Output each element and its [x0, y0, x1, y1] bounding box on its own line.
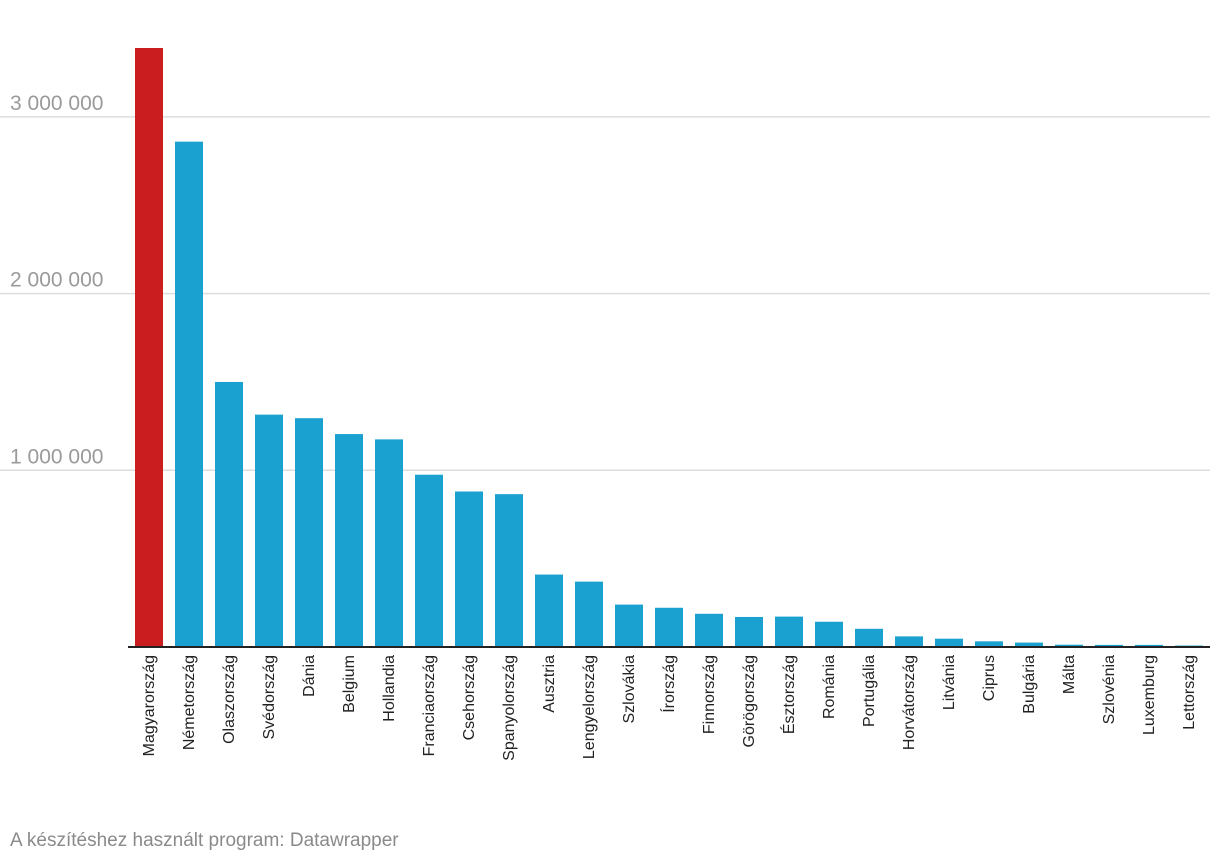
- bar-románia: [815, 621, 843, 647]
- y-tick-label: 2 000 000: [10, 269, 103, 292]
- y-axis-labels: 1 000 000 2 000 000 3 000 000: [10, 92, 103, 468]
- bar-lengyelország: [575, 581, 603, 647]
- x-tick-label: Románia: [821, 655, 838, 719]
- source-credit: A készítéshez használt program: Datawrap…: [10, 830, 399, 851]
- bar-magyarország: [135, 48, 163, 647]
- x-tick-label: Portugália: [861, 655, 878, 727]
- bar-észtország: [775, 616, 803, 647]
- bar-görögország: [735, 616, 763, 647]
- x-tick-label: Csehország: [461, 655, 478, 740]
- x-tick-label: Németország: [181, 655, 198, 750]
- x-tick-label: Szlovénia: [1101, 655, 1118, 724]
- x-tick-label: Svédország: [261, 655, 278, 740]
- bar-ausztria: [535, 574, 563, 647]
- x-tick-label: Észtország: [779, 655, 798, 734]
- y-tick-label: 1 000 000: [10, 445, 103, 468]
- bar-litvánia: [935, 638, 963, 647]
- bar-bulgária: [1015, 642, 1043, 647]
- x-tick-label: Horvátország: [901, 655, 918, 750]
- x-tick-label: Ausztria: [541, 655, 558, 713]
- bar-németország: [175, 141, 203, 647]
- x-tick-label: Lettország: [1181, 655, 1198, 730]
- bar-horvátország: [895, 636, 923, 647]
- bar-csehország: [455, 491, 483, 647]
- bar-hollandia: [375, 439, 403, 647]
- x-tick-label: Dánia: [301, 655, 318, 697]
- x-tick-label: Szlovákia: [621, 655, 638, 724]
- bar-málta: [1055, 644, 1083, 647]
- x-tick-label: Málta: [1061, 655, 1078, 694]
- x-tick-label: Litvánia: [941, 655, 958, 710]
- bar-spanyolország: [495, 494, 523, 647]
- x-tick-label: Ciprus: [981, 655, 998, 701]
- bars: [135, 48, 1203, 647]
- bar-svédország: [255, 414, 283, 647]
- x-tick-label: Belgium: [341, 655, 358, 713]
- bar-belgium: [335, 434, 363, 647]
- bar-luxemburg: [1135, 644, 1163, 647]
- x-tick-label: Görögország: [741, 655, 758, 748]
- x-tick-label: Lengyelország: [581, 655, 598, 759]
- x-tick-label: Hollandia: [381, 655, 398, 722]
- bar-franciaország: [415, 474, 443, 647]
- bar-olaszország: [215, 381, 243, 647]
- x-tick-label: Luxemburg: [1141, 655, 1158, 735]
- x-axis-labels: Magyarország Németország Olaszország Svédor…: [141, 655, 1198, 761]
- bar-finnország: [695, 613, 723, 647]
- bar-ciprus: [975, 641, 1003, 647]
- x-tick-label: Írország: [659, 655, 678, 713]
- x-tick-label: Bulgária: [1021, 655, 1038, 714]
- x-tick-label: Spanyolország: [501, 655, 518, 761]
- bar-írország: [655, 607, 683, 647]
- bar-portugália: [855, 628, 883, 647]
- y-tick-label: 3 000 000: [10, 92, 103, 115]
- bar-szlovákia: [615, 604, 643, 647]
- x-tick-label: Olaszország: [221, 655, 238, 744]
- x-tick-label: Magyarország: [141, 655, 158, 756]
- x-tick-label: Franciaország: [421, 655, 438, 756]
- bar-szlovénia: [1095, 644, 1123, 647]
- bar-dánia: [295, 418, 323, 647]
- x-tick-label: Finnország: [701, 655, 718, 734]
